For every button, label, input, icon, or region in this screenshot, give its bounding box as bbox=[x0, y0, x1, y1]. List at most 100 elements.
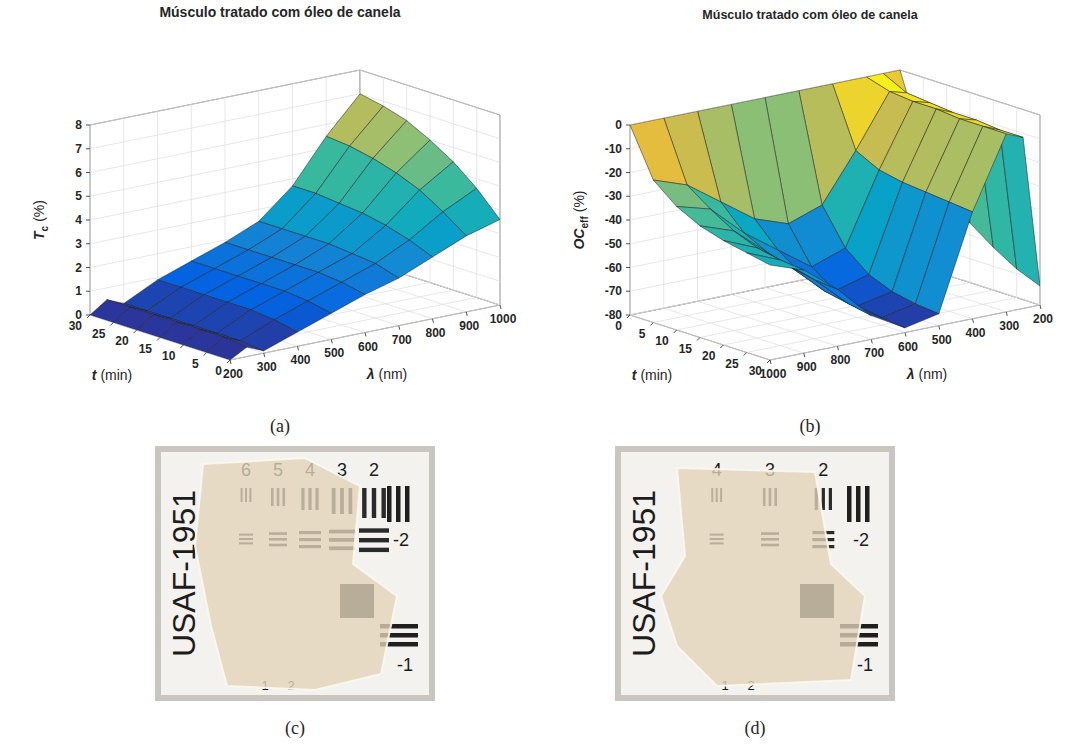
tick-y bbox=[500, 305, 501, 309]
tick-label-y: 800 bbox=[425, 326, 445, 340]
tick-label-y: 400 bbox=[965, 326, 985, 340]
tick-y bbox=[871, 339, 872, 343]
tick-z bbox=[86, 291, 90, 292]
tick-y bbox=[939, 326, 940, 330]
tick-z bbox=[86, 148, 90, 149]
tick-y bbox=[905, 333, 906, 337]
y-axis-title-unit: (nm) bbox=[379, 366, 408, 382]
surface-cell bbox=[949, 126, 1006, 212]
photo-ground bbox=[155, 446, 435, 701]
tick-label-x: 20 bbox=[702, 349, 716, 363]
tick-z bbox=[626, 148, 630, 149]
figure: 0510152025302003004005006007008009001000… bbox=[0, 0, 1069, 746]
z-axis-title-unit: (%) bbox=[571, 190, 587, 212]
tick-z bbox=[626, 243, 630, 244]
surface-panel: 0510152025302003004005006007008009001000… bbox=[31, 4, 517, 437]
tick-z bbox=[626, 172, 630, 173]
tick-label-x: 25 bbox=[92, 327, 106, 341]
z-axis-title: OCeff(%) bbox=[571, 190, 590, 249]
tick-label-z: 3 bbox=[75, 237, 82, 251]
surface-cell bbox=[723, 241, 780, 261]
tick-y bbox=[264, 353, 265, 357]
tick-x bbox=[627, 315, 630, 318]
tick-label-x: 0 bbox=[215, 364, 222, 378]
target-bar bbox=[372, 488, 376, 518]
surface-cell bbox=[207, 337, 247, 360]
tick-x bbox=[674, 330, 677, 333]
target-card bbox=[161, 452, 429, 695]
tick-label-y: 1000 bbox=[490, 312, 517, 326]
tick-label-z: 4 bbox=[75, 213, 82, 227]
tick-z bbox=[86, 172, 90, 173]
surface-cell bbox=[814, 279, 871, 315]
tick-y bbox=[973, 319, 974, 323]
surface-panel: 0510152025302003004005006007008009001000… bbox=[571, 8, 1053, 437]
z-axis-title-subscript: c bbox=[39, 225, 50, 231]
target-bar bbox=[847, 486, 852, 522]
surface-cell bbox=[1000, 130, 1040, 286]
tick-label-z: -10 bbox=[605, 142, 623, 156]
tick-label-z: -20 bbox=[605, 166, 623, 180]
tick-label-y: 300 bbox=[999, 319, 1019, 333]
tick-y bbox=[365, 333, 366, 337]
target-bar bbox=[359, 528, 389, 532]
tick-x bbox=[134, 330, 137, 333]
photo-ground bbox=[615, 446, 895, 701]
tick-label-z: -80 bbox=[605, 308, 623, 322]
tick-label-z: 1 bbox=[75, 284, 82, 298]
target-group-number: -1 bbox=[397, 655, 413, 675]
tick-label-x: 5 bbox=[192, 357, 199, 371]
target-number: 2 bbox=[369, 460, 379, 480]
target-name: USAF-1951 bbox=[626, 490, 662, 657]
tick-label-y: 200 bbox=[1033, 312, 1053, 326]
tick-label-x: 5 bbox=[639, 327, 646, 341]
surface bbox=[630, 70, 1040, 328]
tick-label-x: 10 bbox=[655, 334, 669, 348]
tick-label-y: 900 bbox=[459, 319, 479, 333]
target-number: 2 bbox=[818, 460, 828, 480]
tick-label-y: 200 bbox=[223, 367, 243, 381]
surface-cell bbox=[915, 202, 972, 314]
tick-label-y: 900 bbox=[797, 360, 817, 374]
tick-label-z: -70 bbox=[605, 284, 623, 298]
target-bar bbox=[396, 486, 401, 522]
z-axis-title: Tc(%) bbox=[31, 200, 50, 240]
grid-line-z bbox=[90, 70, 360, 125]
target-bar bbox=[865, 486, 870, 522]
x-axis-title-symbol: t bbox=[92, 367, 98, 383]
tick-z bbox=[626, 196, 630, 197]
tick-x bbox=[87, 315, 90, 318]
tick-z bbox=[86, 196, 90, 197]
target-bar bbox=[822, 488, 825, 510]
tick-label-x: 15 bbox=[679, 342, 693, 356]
tick-label-y: 800 bbox=[830, 353, 850, 367]
y-axis-title: λ(nm) bbox=[366, 366, 408, 382]
tick-label-y: 600 bbox=[898, 340, 918, 354]
tick-z bbox=[626, 267, 630, 268]
target-group-number: -2 bbox=[393, 530, 409, 550]
y-axis-title-symbol: λ bbox=[366, 366, 375, 382]
tick-label-z: -40 bbox=[605, 213, 623, 227]
tick-y bbox=[838, 346, 839, 350]
title: Músculo tratado com óleo de canela bbox=[159, 4, 400, 20]
target-bar bbox=[359, 548, 389, 552]
tick-y bbox=[433, 319, 434, 323]
tick-y bbox=[399, 326, 400, 330]
tick-label-z: -60 bbox=[605, 261, 623, 275]
tick-label-y: 700 bbox=[864, 346, 884, 360]
grid-line-y bbox=[630, 315, 770, 360]
target-group-number: -1 bbox=[857, 655, 873, 675]
panel-label: (b) bbox=[800, 416, 821, 437]
target-bar bbox=[381, 488, 385, 518]
tick-y bbox=[804, 353, 805, 357]
tick-x bbox=[650, 323, 653, 326]
tick-z bbox=[86, 267, 90, 268]
tissue-sample bbox=[195, 458, 397, 690]
grid-line-y bbox=[698, 301, 838, 346]
tick-label-y: 1000 bbox=[760, 367, 787, 381]
surface-cell bbox=[882, 304, 939, 328]
tick-label-y: 600 bbox=[358, 340, 378, 354]
x-axis-title: t(min) bbox=[632, 367, 673, 383]
x-axis-title-unit: (min) bbox=[100, 367, 132, 383]
target-bar bbox=[856, 486, 861, 522]
